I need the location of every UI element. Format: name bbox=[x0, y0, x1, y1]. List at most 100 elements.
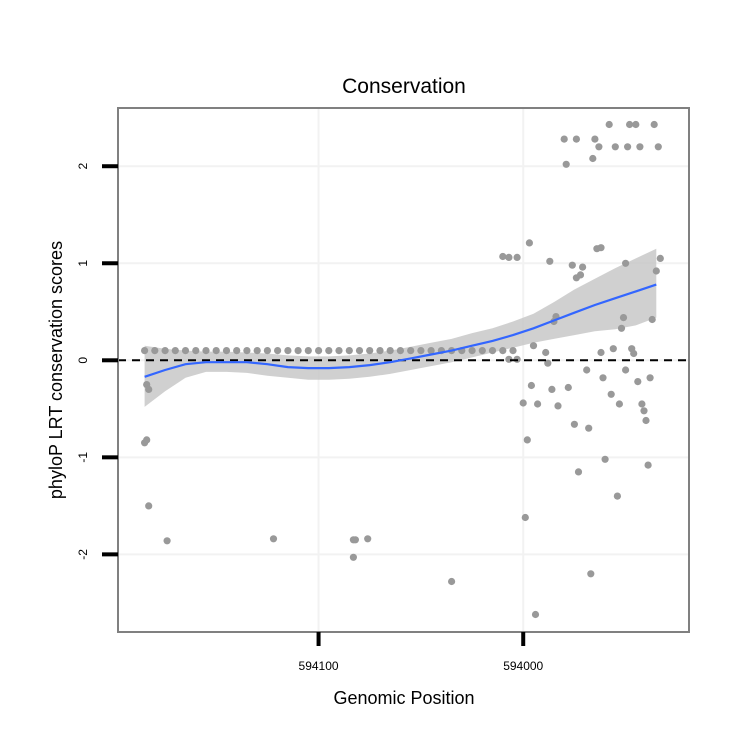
y-axis-title: phyloP LRT conservation scores bbox=[46, 241, 66, 499]
data-point bbox=[622, 366, 630, 374]
data-point bbox=[570, 420, 579, 428]
data-point bbox=[542, 348, 550, 357]
data-point bbox=[546, 257, 554, 265]
data-point bbox=[478, 347, 486, 355]
data-point bbox=[648, 315, 656, 324]
data-point bbox=[145, 502, 153, 510]
x-axis-title: Genomic Position bbox=[333, 688, 474, 708]
data-point bbox=[574, 468, 583, 476]
data-point bbox=[325, 347, 333, 355]
data-point bbox=[572, 135, 581, 143]
confidence-band-layer bbox=[144, 248, 657, 407]
data-point bbox=[619, 314, 628, 322]
smooth-fit-line bbox=[144, 283, 657, 378]
data-point bbox=[345, 347, 353, 355]
data-point bbox=[163, 537, 171, 545]
data-point bbox=[652, 267, 660, 275]
data-point bbox=[599, 374, 607, 382]
y-tick-label: -1 bbox=[76, 452, 90, 463]
data-point bbox=[595, 143, 603, 151]
data-point bbox=[640, 407, 648, 415]
data-point bbox=[269, 535, 278, 543]
data-point bbox=[560, 135, 568, 143]
data-point bbox=[622, 259, 630, 267]
y-tick-label: -2 bbox=[76, 549, 90, 560]
data-point bbox=[274, 347, 282, 355]
data-point bbox=[488, 347, 497, 355]
data-point bbox=[141, 347, 149, 355]
data-point bbox=[499, 252, 507, 261]
data-point bbox=[642, 416, 650, 425]
smooth-line-layer bbox=[144, 283, 657, 378]
data-point bbox=[519, 399, 527, 407]
data-point bbox=[583, 366, 591, 374]
data-point bbox=[646, 374, 654, 382]
data-point bbox=[636, 143, 644, 151]
data-point bbox=[617, 324, 626, 332]
data-point bbox=[601, 455, 609, 463]
data-point bbox=[544, 359, 552, 367]
data-point bbox=[564, 383, 572, 392]
data-point bbox=[349, 536, 357, 544]
data-point bbox=[355, 347, 364, 355]
data-point bbox=[212, 347, 220, 355]
data-point bbox=[294, 347, 302, 355]
data-point bbox=[638, 400, 646, 408]
x-tick-label: 594000 bbox=[503, 659, 543, 673]
panel-border bbox=[117, 107, 690, 633]
data-point bbox=[171, 347, 179, 355]
data-point bbox=[284, 347, 292, 355]
data-point bbox=[396, 347, 404, 355]
data-point bbox=[304, 347, 312, 355]
data-point bbox=[417, 347, 425, 355]
data-point bbox=[253, 347, 261, 355]
data-point bbox=[632, 120, 640, 129]
data-point bbox=[523, 436, 531, 444]
data-point bbox=[263, 347, 271, 355]
data-point bbox=[233, 347, 241, 355]
data-point bbox=[607, 390, 615, 398]
data-point bbox=[202, 347, 210, 355]
data-points-layer bbox=[141, 120, 664, 619]
data-point bbox=[143, 436, 151, 444]
data-point bbox=[626, 120, 634, 129]
data-point bbox=[468, 347, 476, 355]
data-point bbox=[509, 347, 517, 355]
data-point bbox=[513, 253, 521, 261]
data-point bbox=[505, 253, 513, 261]
confidence-band bbox=[144, 248, 657, 407]
chart-title: Conservation bbox=[342, 75, 466, 98]
data-point bbox=[605, 120, 613, 129]
data-point bbox=[624, 143, 632, 151]
y-tick-label: 0 bbox=[76, 357, 90, 364]
data-point bbox=[161, 347, 169, 355]
data-point bbox=[222, 347, 231, 355]
x-tick-label: 594100 bbox=[299, 659, 339, 673]
data-point bbox=[568, 261, 576, 269]
data-point bbox=[521, 513, 529, 522]
data-point bbox=[656, 254, 664, 262]
data-point bbox=[349, 553, 357, 561]
y-axis-ticks: 2 1 0 -1 -2 bbox=[76, 163, 118, 560]
data-point bbox=[145, 385, 153, 393]
data-point bbox=[650, 120, 658, 129]
data-point bbox=[587, 570, 595, 578]
data-point bbox=[499, 347, 507, 355]
data-point bbox=[585, 424, 593, 432]
data-point bbox=[531, 610, 540, 619]
data-point bbox=[589, 154, 597, 163]
data-point bbox=[609, 345, 617, 353]
data-point bbox=[525, 239, 534, 247]
data-point bbox=[151, 347, 159, 355]
data-point bbox=[527, 381, 536, 390]
data-point bbox=[335, 347, 343, 355]
data-point bbox=[192, 347, 200, 355]
data-point bbox=[597, 244, 605, 252]
data-point bbox=[591, 135, 599, 143]
data-point bbox=[376, 347, 384, 355]
y-tick-label: 2 bbox=[76, 163, 90, 170]
data-point bbox=[634, 378, 642, 386]
data-point bbox=[597, 348, 605, 357]
data-point bbox=[644, 461, 652, 469]
data-point bbox=[364, 535, 372, 543]
